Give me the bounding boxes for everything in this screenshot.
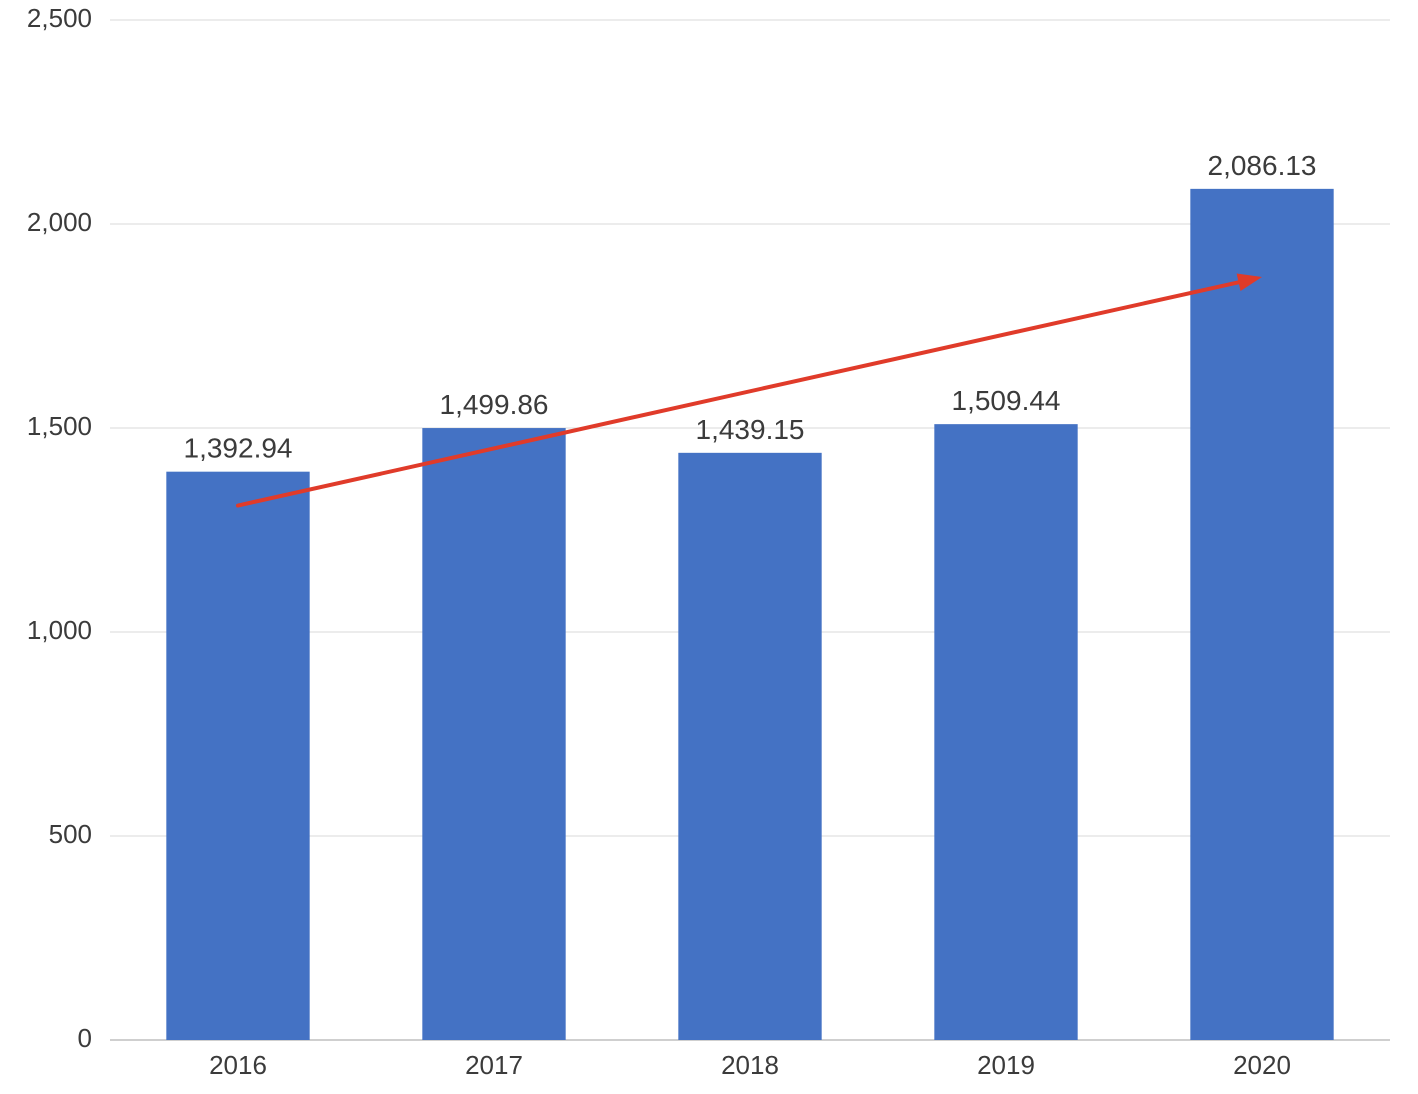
y-tick-label: 2,000	[27, 207, 92, 237]
bar	[934, 424, 1077, 1040]
bar-chart: 0 500 1,000 1,500 2,000 2,500 1,392.94 2016 1,49…	[0, 0, 1418, 1094]
bar	[678, 453, 821, 1040]
x-tick-label: 2017	[465, 1050, 523, 1080]
bar-value-label: 1,509.44	[952, 385, 1061, 416]
y-tick-label: 1,500	[27, 411, 92, 441]
y-tick-label: 1,000	[27, 615, 92, 645]
bar-value-label: 1,392.94	[184, 433, 293, 464]
y-tick-label: 500	[49, 819, 92, 849]
x-tick-label: 2019	[977, 1050, 1035, 1080]
x-tick-label: 2016	[209, 1050, 267, 1080]
bar-value-label: 2,086.13	[1208, 150, 1317, 181]
x-tick-label: 2018	[721, 1050, 779, 1080]
bar	[422, 428, 565, 1040]
bar-value-label: 1,439.15	[696, 414, 805, 445]
y-tick-label: 0	[78, 1023, 92, 1053]
y-tick-label: 2,500	[27, 3, 92, 33]
chart-svg: 0 500 1,000 1,500 2,000 2,500 1,392.94 2016 1,49…	[0, 0, 1418, 1094]
bar	[1190, 189, 1333, 1040]
x-tick-label: 2020	[1233, 1050, 1291, 1080]
bar-value-label: 1,499.86	[440, 389, 549, 420]
bar	[166, 472, 309, 1040]
